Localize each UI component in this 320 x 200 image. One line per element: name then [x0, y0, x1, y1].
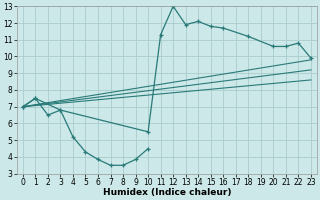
X-axis label: Humidex (Indice chaleur): Humidex (Indice chaleur)	[103, 188, 231, 197]
